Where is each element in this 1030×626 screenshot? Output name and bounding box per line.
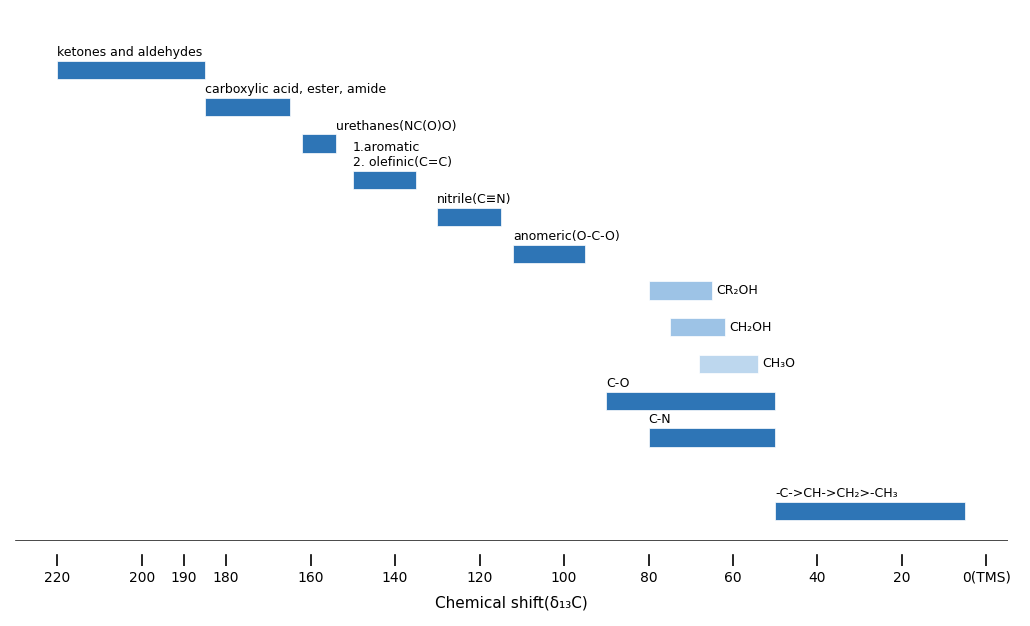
FancyBboxPatch shape	[302, 135, 336, 153]
X-axis label: Chemical shift(δ₁₃C): Chemical shift(δ₁₃C)	[435, 596, 588, 611]
Text: -C->CH->CH₂>-CH₃: -C->CH->CH₂>-CH₃	[776, 487, 898, 500]
FancyBboxPatch shape	[205, 98, 289, 116]
Text: CH₂OH: CH₂OH	[729, 321, 771, 334]
FancyBboxPatch shape	[607, 391, 776, 410]
FancyBboxPatch shape	[649, 281, 712, 300]
Text: anomeric(O-C-O): anomeric(O-C-O)	[513, 230, 620, 243]
Text: urethanes(NC(O)O): urethanes(NC(O)O)	[336, 120, 456, 133]
Text: C-O: C-O	[607, 377, 629, 390]
FancyBboxPatch shape	[353, 171, 416, 190]
Text: nitrile(C≡N): nitrile(C≡N)	[438, 193, 512, 206]
FancyBboxPatch shape	[776, 502, 965, 520]
FancyBboxPatch shape	[513, 245, 585, 263]
FancyBboxPatch shape	[649, 428, 776, 446]
FancyBboxPatch shape	[438, 208, 501, 226]
Text: CR₂OH: CR₂OH	[716, 284, 758, 297]
Text: carboxylic acid, ester, amide: carboxylic acid, ester, amide	[205, 83, 386, 96]
Text: 1.aromatic
2. olefinic(C=C): 1.aromatic 2. olefinic(C=C)	[353, 141, 452, 169]
FancyBboxPatch shape	[670, 318, 724, 336]
FancyBboxPatch shape	[699, 355, 758, 373]
Text: ketones and aldehydes: ketones and aldehydes	[58, 46, 203, 59]
FancyBboxPatch shape	[58, 61, 205, 80]
Text: CH₃O: CH₃O	[762, 357, 795, 371]
Text: C-N: C-N	[649, 413, 672, 426]
